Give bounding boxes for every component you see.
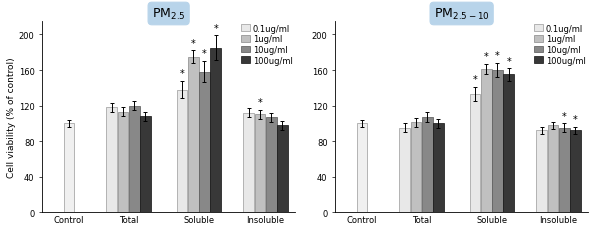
Text: *: * [258,98,262,108]
Bar [277,126,288,212]
Bar [255,115,265,212]
Bar [570,131,581,212]
Text: *: * [202,49,207,59]
Bar [559,128,569,212]
Bar [211,49,221,212]
Text: *: * [562,111,566,121]
Bar [129,106,140,212]
Bar [64,124,74,212]
Text: *: * [573,115,578,125]
Text: *: * [180,69,184,79]
Text: *: * [495,51,500,61]
Bar [422,118,433,212]
Bar [177,90,187,212]
Text: *: * [484,52,488,62]
Text: *: * [506,56,511,66]
Legend: 0.1ug/ml, 1ug/ml, 10ug/ml, 100ug/ml: 0.1ug/ml, 1ug/ml, 10ug/ml, 100ug/ml [533,23,587,67]
Text: *: * [214,24,218,33]
Bar [503,75,514,212]
Y-axis label: Cell viability (% of control): Cell viability (% of control) [7,57,16,177]
Bar [188,58,199,212]
Text: *: * [191,39,196,49]
Bar [356,124,367,212]
Bar [433,124,444,212]
Bar [243,113,254,212]
Title: PM$_{2.5-10}$: PM$_{2.5-10}$ [434,7,490,22]
Bar [140,117,151,212]
Bar [536,131,547,212]
Bar [469,95,480,212]
Title: PM$_{2.5}$: PM$_{2.5}$ [152,7,186,22]
Text: *: * [472,75,477,85]
Bar [481,70,491,212]
Bar [107,108,117,212]
Bar [547,126,558,212]
Bar [492,71,503,212]
Bar [266,118,277,212]
Bar [399,128,410,212]
Legend: 0.1ug/ml, 1ug/ml, 10ug/ml, 100ug/ml: 0.1ug/ml, 1ug/ml, 10ug/ml, 100ug/ml [240,23,294,67]
Bar [118,112,129,212]
Bar [199,73,210,212]
Bar [411,123,421,212]
